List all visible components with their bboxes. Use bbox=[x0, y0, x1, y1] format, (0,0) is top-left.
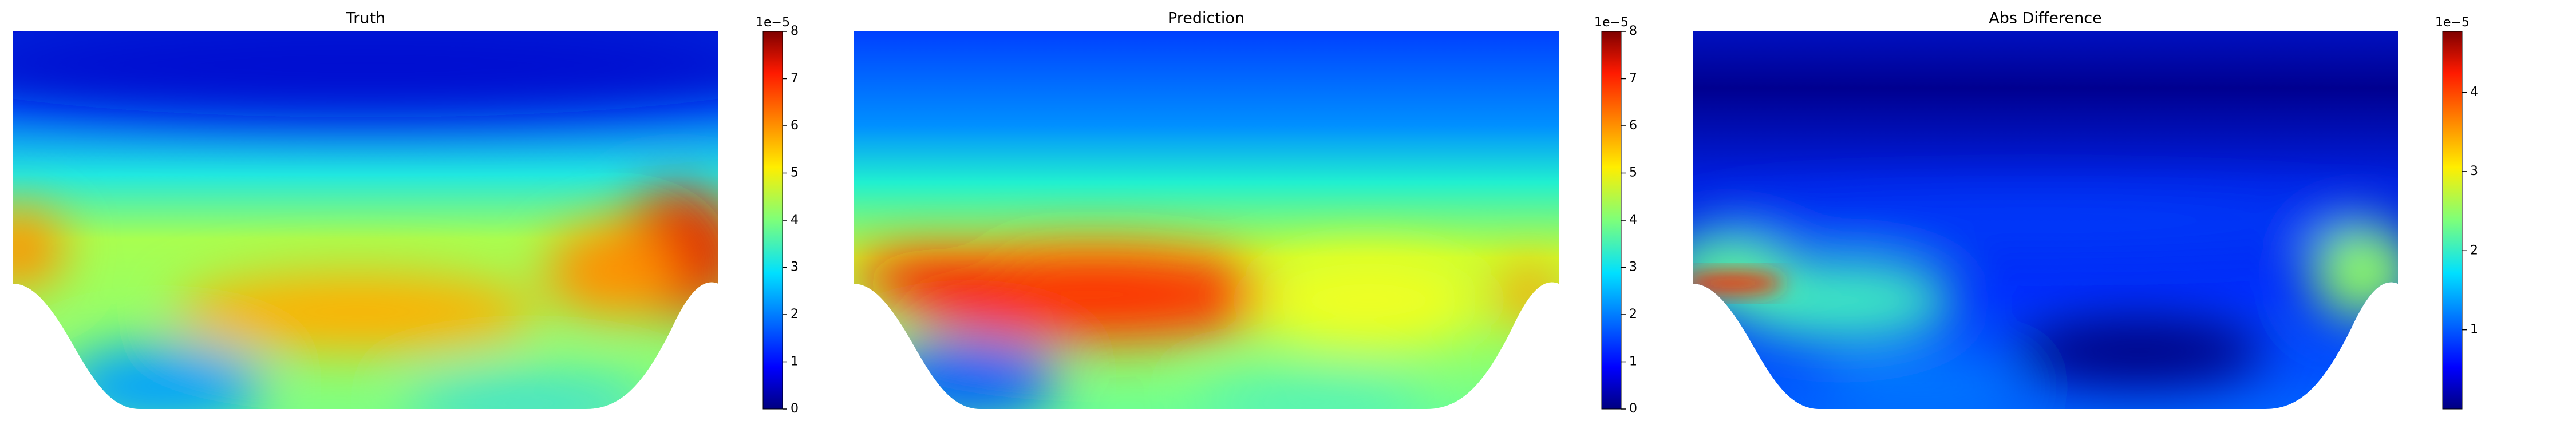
colorbar-tick-label: 7 bbox=[1629, 72, 1637, 86]
colorbar bbox=[2442, 31, 2463, 410]
colorbar-tick-label: 0 bbox=[791, 402, 799, 416]
colorbar-tick-label: 3 bbox=[791, 260, 799, 275]
colorbar-tick-label: 4 bbox=[1629, 213, 1637, 227]
colorbar-tick-label: 2 bbox=[791, 307, 799, 321]
heatmap-panel bbox=[854, 31, 1559, 409]
colorbar-tick-label: 4 bbox=[791, 213, 799, 227]
colorbar-tick-label: 3 bbox=[1629, 260, 1637, 275]
colorbar-tick-label: 0 bbox=[1629, 402, 1637, 416]
colorbar-tick-label: 1 bbox=[791, 355, 799, 369]
heatmap-panel bbox=[13, 31, 718, 409]
colorbar-tick-label: 4 bbox=[2470, 85, 2478, 100]
colorbar-tick-label: 2 bbox=[2470, 243, 2478, 257]
colorbar-offset: 1e−5 bbox=[1594, 15, 1629, 30]
colorbar-tick-label: 6 bbox=[1629, 118, 1637, 133]
panel-title: Abs Difference bbox=[1989, 10, 2101, 27]
colorbar-tick-label: 3 bbox=[2470, 164, 2478, 178]
colorbar-tick-label: 7 bbox=[791, 72, 799, 86]
colorbar-tick-label: 6 bbox=[791, 118, 799, 133]
heatmap-panel bbox=[1693, 31, 2398, 409]
panel-title: Truth bbox=[346, 10, 385, 27]
colorbar-tick-label: 8 bbox=[791, 24, 799, 38]
colorbar-tick-label: 1 bbox=[1629, 355, 1637, 369]
colorbar-tick-label: 8 bbox=[1629, 24, 1637, 38]
panel-title: Prediction bbox=[1168, 10, 1244, 27]
colorbar-tick-label: 2 bbox=[1629, 307, 1637, 321]
colorbar-tick-label: 5 bbox=[1629, 166, 1637, 180]
colorbar-offset: 1e−5 bbox=[2435, 15, 2470, 30]
colorbar bbox=[762, 31, 783, 410]
colorbar bbox=[1601, 31, 1622, 410]
colorbar-tick-label: 1 bbox=[2470, 323, 2478, 337]
colorbar-tick-label: 5 bbox=[791, 166, 799, 180]
colorbar-offset: 1e−5 bbox=[756, 15, 790, 30]
